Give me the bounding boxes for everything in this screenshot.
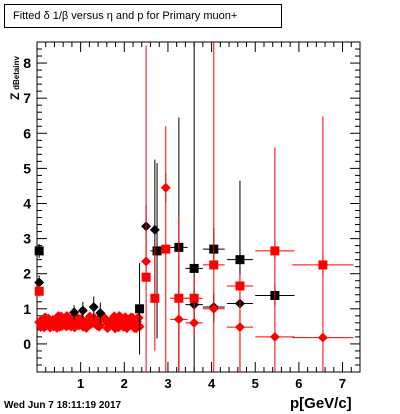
axis-ticks (36, 41, 361, 373)
diamond-point (160, 182, 171, 193)
diamond-point (173, 314, 184, 325)
diamond-point (317, 332, 328, 343)
square-point (34, 246, 44, 256)
diamond-point (189, 317, 200, 328)
square-point (141, 272, 151, 282)
square-point (150, 293, 160, 303)
y-tick-label: 3 (23, 231, 31, 247)
x-tick-label: 7 (339, 376, 346, 391)
x-tick-label: 3 (164, 376, 171, 391)
y-axis-label: Z dBetainv (2, 56, 32, 130)
square-point (152, 246, 162, 256)
y-tick-label: 6 (23, 125, 31, 141)
y-tick-label: 1 (23, 301, 31, 317)
x-tick-label: 2 (121, 376, 128, 391)
y-tick-label: 7 (23, 90, 31, 106)
diamond-point (208, 303, 219, 314)
timestamp: Wed Jun 7 18:11:19 2017 (4, 400, 122, 411)
square-point (161, 244, 171, 254)
data-marks (34, 42, 354, 372)
y-tick-label: 0 (23, 336, 31, 352)
diamond-point (77, 305, 88, 316)
diamond-point (34, 277, 45, 288)
y-tick-label: 5 (23, 160, 31, 176)
x-axis-label: p[GeV/c] (290, 395, 352, 412)
diamond-point (269, 331, 280, 342)
square-point (189, 263, 199, 273)
diamond-point (235, 322, 245, 333)
diamond-point (88, 302, 99, 313)
diamond-point (141, 256, 152, 267)
y-tick-label: 4 (23, 195, 31, 211)
chart-title: Fitted δ 1/β versus η and p for Primary … (4, 4, 282, 28)
y-tick-label: 8 (23, 55, 31, 71)
square-point (209, 260, 219, 270)
plot-frame (36, 41, 361, 373)
y-axis-label-main: Z (8, 92, 22, 100)
y-axis-label-sub: dBetainv (12, 56, 21, 90)
square-point (34, 286, 44, 296)
x-tick-label: 1 (77, 376, 84, 391)
square-point (189, 293, 199, 303)
y-tick-label: 2 (23, 266, 31, 282)
square-point (135, 304, 145, 314)
chart-title-text: Fitted δ 1/β versus η and p for Primary … (13, 10, 238, 22)
x-tick-label: 6 (295, 376, 302, 391)
x-tick-label: 5 (252, 376, 259, 391)
x-tick-label: 4 (208, 376, 216, 391)
tick-labels: 1 2 3 4 5 6 7 0 1 2 3 4 5 6 7 8 (23, 55, 346, 391)
diamond-point (149, 224, 160, 235)
y-axis-label-text: Z dBetainv (8, 56, 22, 100)
band-point (133, 312, 144, 323)
